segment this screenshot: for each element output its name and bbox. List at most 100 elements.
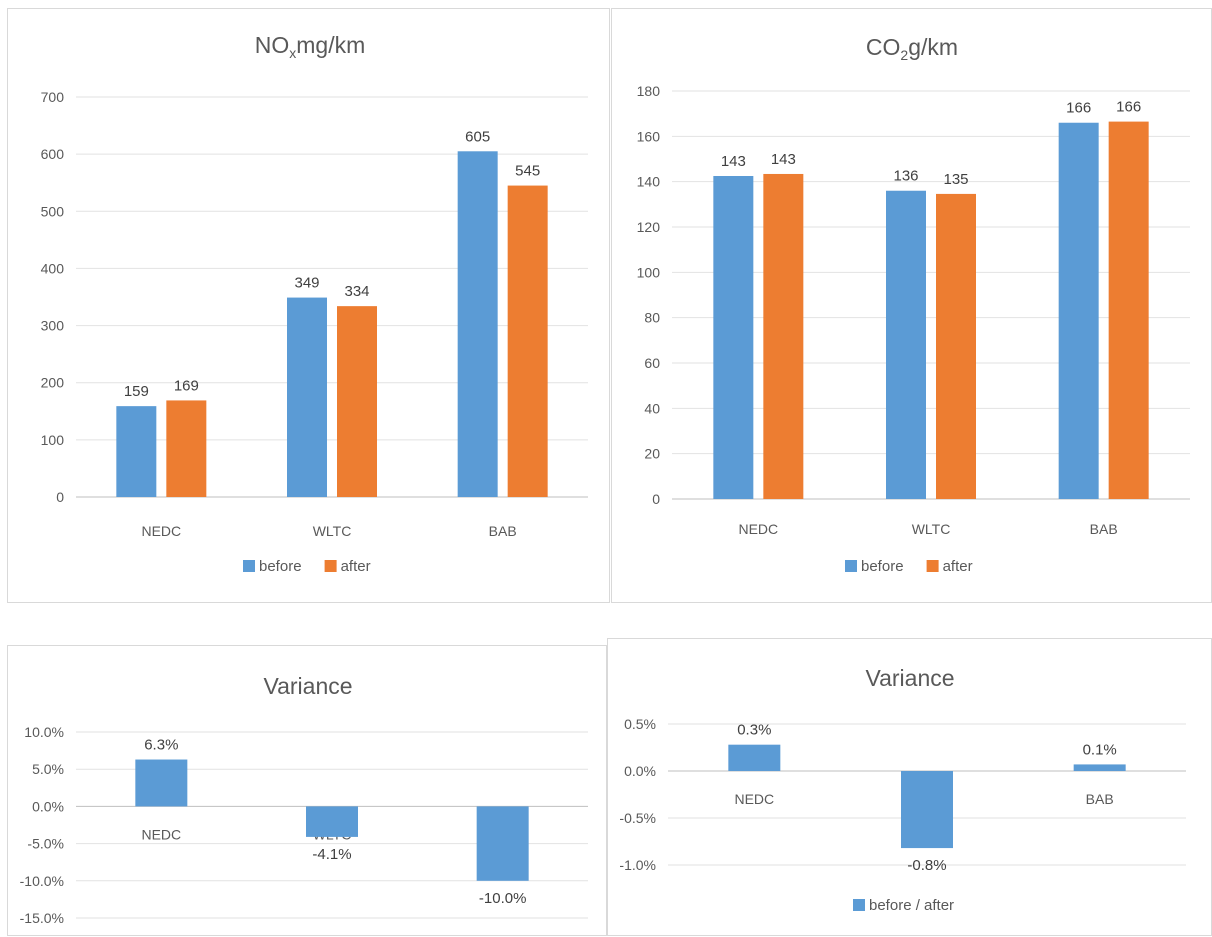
bar-before-wltc xyxy=(886,190,926,499)
data-label: 159 xyxy=(124,383,149,400)
legend-swatch xyxy=(926,560,939,572)
bar-before-nedc xyxy=(116,406,157,497)
data-label: 6.3% xyxy=(144,737,178,754)
chart-title-main: Variance xyxy=(263,673,352,699)
y-tick-label: 0 xyxy=(652,491,660,507)
chart-title-main: CO xyxy=(866,34,901,60)
chart-title: Variance xyxy=(865,665,954,691)
y-tick-label: 100 xyxy=(41,432,65,448)
legend-swatch xyxy=(853,899,865,911)
data-label: 545 xyxy=(515,163,540,180)
nox-variance-panel: Variance -15.0% -10.0% -5.0% 0.0% 5.0% 10.0% NE… xyxy=(7,645,607,936)
bar-before-after-bab xyxy=(1073,764,1126,771)
x-category-label: NEDC xyxy=(141,826,181,842)
data-label: 0.3% xyxy=(737,722,771,739)
y-tick-label: 120 xyxy=(637,219,661,235)
legend-swatch xyxy=(243,560,255,572)
y-tick-label: 100 xyxy=(637,264,661,280)
bar-before-after-nedc xyxy=(728,744,781,771)
y-tick-label: 20 xyxy=(644,446,660,462)
bar-after-nedc xyxy=(166,400,207,497)
x-category-label: BAB xyxy=(1090,521,1118,537)
data-label: 143 xyxy=(721,153,746,170)
bar-after-wltc xyxy=(337,306,377,497)
x-category-label: NEDC xyxy=(734,791,774,807)
y-tick-label: -15.0% xyxy=(20,910,64,926)
y-tick-label: -0.5% xyxy=(619,810,656,826)
y-tick-label: 300 xyxy=(41,318,65,334)
chart-title: CO2g/km xyxy=(866,34,958,63)
x-category-label: WLTC xyxy=(313,523,352,539)
x-category-label: BAB xyxy=(489,523,517,539)
chart-title: NOxmg/km xyxy=(255,32,366,61)
data-label: 135 xyxy=(943,171,968,188)
data-label: 166 xyxy=(1066,100,1091,117)
y-tick-label: 80 xyxy=(644,310,660,326)
data-label: 334 xyxy=(344,283,369,300)
bar-before-wltc xyxy=(287,297,327,497)
data-label: 0.1% xyxy=(1083,741,1117,758)
nox-chart: NOxmg/km 0 100 200 300 400 500 600 700 NEDC 159 169… xyxy=(41,32,588,575)
y-tick-label: 0 xyxy=(56,489,64,505)
data-label: -0.8% xyxy=(907,857,946,874)
legend-label: after xyxy=(341,558,371,575)
chart-title: Variance xyxy=(263,673,352,699)
y-tick-label: 60 xyxy=(644,355,660,371)
y-tick-label: -5.0% xyxy=(27,836,64,852)
y-tick-label: 160 xyxy=(637,128,661,144)
y-tick-label: 0.5% xyxy=(624,716,656,732)
nox-chart-panel: NOxmg/km 0 100 200 300 400 500 600 700 NEDC 159 169… xyxy=(7,8,610,603)
chart-title-subscript: 2 xyxy=(900,47,908,63)
y-tick-label: 10.0% xyxy=(24,724,64,740)
x-category-label: BAB xyxy=(1086,791,1114,807)
chart-title-main: Variance xyxy=(865,665,954,691)
y-tick-label: 0.0% xyxy=(32,798,64,814)
data-label: 349 xyxy=(294,275,319,292)
data-label: 169 xyxy=(174,377,199,394)
x-category-label: NEDC xyxy=(141,523,181,539)
bar-after-wltc xyxy=(936,193,976,499)
co2-chart-panel: CO2g/km 0 20 40 60 80 100 120 140 160 180 NEDC 143 14… xyxy=(611,8,1212,603)
bar-after-bab xyxy=(507,185,548,498)
legend-label: before xyxy=(259,558,302,575)
chart-title-units: g/km xyxy=(908,34,958,60)
bar-value-wltc xyxy=(306,806,358,837)
y-tick-label: 0.0% xyxy=(624,763,656,779)
legend-swatch xyxy=(324,560,337,572)
legend-label: before xyxy=(861,558,904,575)
bar-after-bab xyxy=(1108,121,1149,499)
x-category-label: NEDC xyxy=(738,521,778,537)
data-label: -10.0% xyxy=(479,890,527,907)
data-label: 605 xyxy=(465,128,490,145)
y-tick-label: 40 xyxy=(644,400,660,416)
co2-chart: CO2g/km 0 20 40 60 80 100 120 140 160 180 NEDC 143 14… xyxy=(637,34,1190,575)
y-tick-label: 5.0% xyxy=(32,761,64,777)
y-tick-label: 180 xyxy=(637,83,661,99)
bar-before-nedc xyxy=(713,176,754,499)
bar-before-after-wltc xyxy=(901,771,953,849)
legend-swatch xyxy=(845,560,857,572)
legend-label: after xyxy=(943,558,973,575)
bar-before-bab xyxy=(1058,122,1099,499)
y-tick-label: 500 xyxy=(41,203,65,219)
y-tick-label: 200 xyxy=(41,375,65,391)
co2-variance-chart: Variance-1.0%-0.5%0.0%0.5%NEDC0.3%WLTC-0… xyxy=(619,665,1186,914)
y-tick-label: 140 xyxy=(637,174,661,190)
y-tick-label: -1.0% xyxy=(619,857,656,873)
chart-title-subscript: x xyxy=(289,45,296,61)
y-tick-label: 600 xyxy=(41,146,65,162)
data-label: -4.1% xyxy=(312,846,351,863)
x-category-label: WLTC xyxy=(912,521,951,537)
legend-label: before / after xyxy=(869,897,954,914)
bar-value-bab xyxy=(476,806,529,881)
nox-variance-chart: Variance -15.0% -10.0% -5.0% 0.0% 5.0% 10.0% NE… xyxy=(20,673,588,926)
co2-variance-panel: Variance-1.0%-0.5%0.0%0.5%NEDC0.3%WLTC-0… xyxy=(607,638,1212,936)
y-tick-label: 700 xyxy=(41,89,65,105)
chart-title-units: mg/km xyxy=(296,32,365,58)
bar-value-nedc xyxy=(135,759,188,807)
data-label: 143 xyxy=(771,151,796,168)
data-label: 136 xyxy=(893,168,918,185)
chart-title-main: NO xyxy=(255,32,290,58)
y-tick-label: 400 xyxy=(41,260,65,276)
y-tick-label: -10.0% xyxy=(20,873,64,889)
